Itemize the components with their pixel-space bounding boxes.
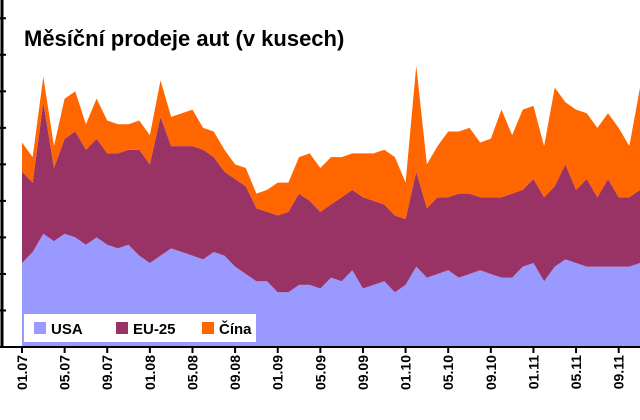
legend-box xyxy=(24,314,256,342)
y-axis xyxy=(0,0,6,347)
x-tick-label: 01.11 xyxy=(525,355,541,389)
x-axis-ticks xyxy=(21,347,620,353)
legend-label-cina: Čína xyxy=(219,320,252,338)
legend-label-usa: USA xyxy=(51,321,83,338)
x-tick-label: 01.10 xyxy=(398,355,414,390)
x-axis-tick-labels: 01.07 05.07 09.07 01.08 05.08 09.08 01.09 05.09… xyxy=(14,355,627,390)
y-axis-ticks xyxy=(0,17,6,312)
x-tick-label: 09.08 xyxy=(227,355,243,390)
legend-swatch-cina xyxy=(202,322,214,334)
legend-swatch-eu-25 xyxy=(116,322,128,334)
x-tick-label: 05.07 xyxy=(57,355,73,390)
legend-label-eu-25: EU-25 xyxy=(133,321,176,338)
x-tick-label: 09.07 xyxy=(99,355,115,390)
legend-swatch-usa xyxy=(34,322,46,334)
x-tick-label: 05.11 xyxy=(568,355,584,389)
x-tick-label: 05.09 xyxy=(312,355,328,390)
x-tick-label: 01.09 xyxy=(270,355,286,390)
x-tick-label: 09.11 xyxy=(611,355,627,389)
x-tick-label: 01.07 xyxy=(14,355,30,390)
area-eu-25 xyxy=(22,102,640,293)
x-tick-label: 05.10 xyxy=(440,355,456,390)
x-tick-label: 05.08 xyxy=(184,355,200,390)
x-tick-label: 01.08 xyxy=(142,355,158,390)
x-tick-label: 09.10 xyxy=(483,355,499,390)
legend: USA EU-25 Čína xyxy=(24,314,256,342)
area-cina xyxy=(22,65,640,220)
x-axis: 01.07 05.07 09.07 01.08 05.08 09.08 01.09 05.09… xyxy=(0,346,640,390)
chart-title: Měsíční prodeje aut (v kusech) xyxy=(24,26,344,51)
x-tick-label: 09.09 xyxy=(355,355,371,390)
